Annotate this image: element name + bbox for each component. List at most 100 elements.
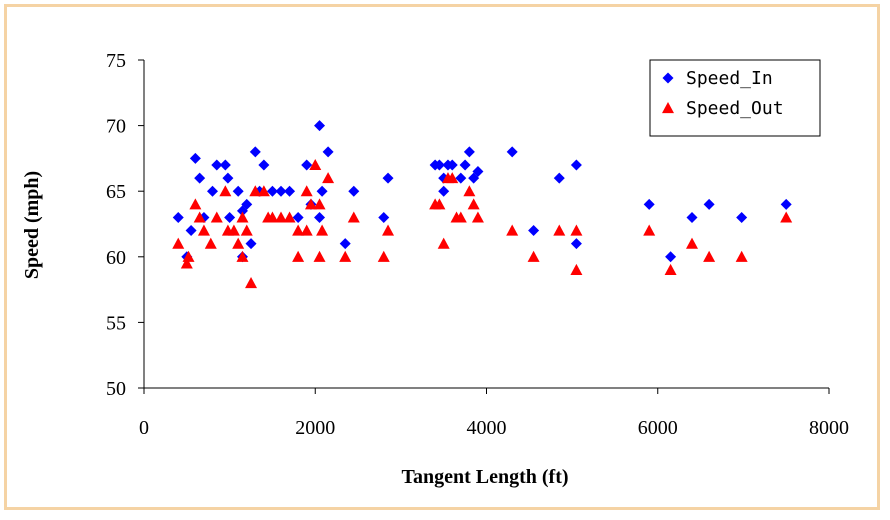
data-point xyxy=(301,159,313,171)
data-point xyxy=(570,263,583,276)
data-point xyxy=(275,185,287,197)
legend-items: Speed_In Speed_Out xyxy=(662,68,784,119)
data-point xyxy=(455,172,467,184)
x-tick-label: 2000 xyxy=(295,417,335,439)
data-point xyxy=(314,120,326,132)
data-point xyxy=(348,185,360,197)
data-point xyxy=(292,211,304,223)
data-point xyxy=(472,166,484,178)
data-point xyxy=(245,238,257,250)
data-point xyxy=(322,172,335,184)
y-tick-label: 65 xyxy=(106,181,126,203)
data-point xyxy=(780,198,792,210)
data-point xyxy=(204,237,217,249)
data-point xyxy=(292,250,305,262)
data-point xyxy=(643,198,655,210)
data-point xyxy=(236,211,249,223)
data-point xyxy=(570,238,582,250)
data-point xyxy=(382,224,395,236)
data-point xyxy=(446,159,458,171)
data-point xyxy=(185,225,197,237)
series-layer xyxy=(172,120,793,289)
data-point xyxy=(222,172,234,184)
data-point xyxy=(283,211,296,223)
data-point xyxy=(219,159,231,171)
data-point xyxy=(232,237,245,249)
x-tick-label: 4000 xyxy=(467,417,507,439)
data-point xyxy=(245,277,258,289)
legend-label: Speed_In xyxy=(686,68,773,89)
data-point xyxy=(182,250,195,262)
data-point xyxy=(207,185,218,197)
data-point xyxy=(433,198,446,210)
data-point xyxy=(527,250,540,262)
data-point xyxy=(433,159,445,171)
data-point xyxy=(240,224,253,236)
y-tick-label: 75 xyxy=(106,50,126,72)
data-point xyxy=(227,224,240,236)
data-point xyxy=(665,251,677,263)
data-point xyxy=(378,211,390,223)
data-point xyxy=(194,172,206,184)
y-tick-label: 55 xyxy=(106,312,126,334)
x-axis-title: Tangent Length (ft) xyxy=(401,466,568,488)
data-point xyxy=(570,159,582,171)
data-point xyxy=(249,185,262,197)
data-point xyxy=(686,211,698,223)
data-point xyxy=(313,250,326,262)
data-point xyxy=(300,185,313,197)
legend-marker xyxy=(662,72,674,84)
data-point xyxy=(266,185,278,197)
data-point xyxy=(313,198,326,210)
data-point xyxy=(438,185,450,197)
data-point xyxy=(643,224,656,236)
legend-label: Speed_Out xyxy=(686,98,784,119)
data-point xyxy=(570,224,583,236)
data-point xyxy=(314,211,326,223)
data-point xyxy=(224,211,236,223)
data-point xyxy=(172,211,184,223)
data-point xyxy=(211,159,223,171)
data-point xyxy=(284,185,296,197)
legend-box xyxy=(649,59,821,137)
data-point xyxy=(528,225,540,237)
data-point xyxy=(506,224,519,236)
data-point xyxy=(553,172,565,184)
data-point xyxy=(316,224,329,236)
data-point xyxy=(463,146,475,158)
data-point xyxy=(377,250,390,262)
data-point xyxy=(172,237,185,249)
data-point xyxy=(664,263,677,276)
data-point xyxy=(266,211,279,223)
y-axis-title: Speed (mph) xyxy=(21,171,43,279)
data-point xyxy=(249,146,261,158)
data-point xyxy=(703,250,716,262)
y-tick-label: 70 xyxy=(106,116,126,138)
data-point xyxy=(300,224,313,236)
data-point xyxy=(686,237,698,249)
data-point xyxy=(257,185,270,197)
data-point xyxy=(197,224,210,236)
data-point xyxy=(382,172,394,184)
y-tick-label: 50 xyxy=(106,378,126,400)
data-point xyxy=(454,211,467,223)
data-point xyxy=(459,159,471,171)
data-point xyxy=(339,238,351,250)
data-point xyxy=(316,185,328,197)
data-point xyxy=(339,250,352,262)
data-point xyxy=(735,250,748,262)
y-ticks: 50 55 60 65 70 75 xyxy=(106,50,144,400)
data-point xyxy=(304,198,317,210)
series-speed-out xyxy=(172,158,793,289)
data-point xyxy=(437,237,450,249)
data-point xyxy=(189,152,201,164)
data-point xyxy=(189,198,202,210)
data-point xyxy=(180,257,193,269)
data-point xyxy=(506,146,518,158)
data-point xyxy=(322,146,334,158)
data-point xyxy=(241,198,253,210)
data-point xyxy=(467,198,480,210)
data-point xyxy=(780,211,793,223)
data-point xyxy=(446,172,459,184)
data-point xyxy=(471,211,484,223)
